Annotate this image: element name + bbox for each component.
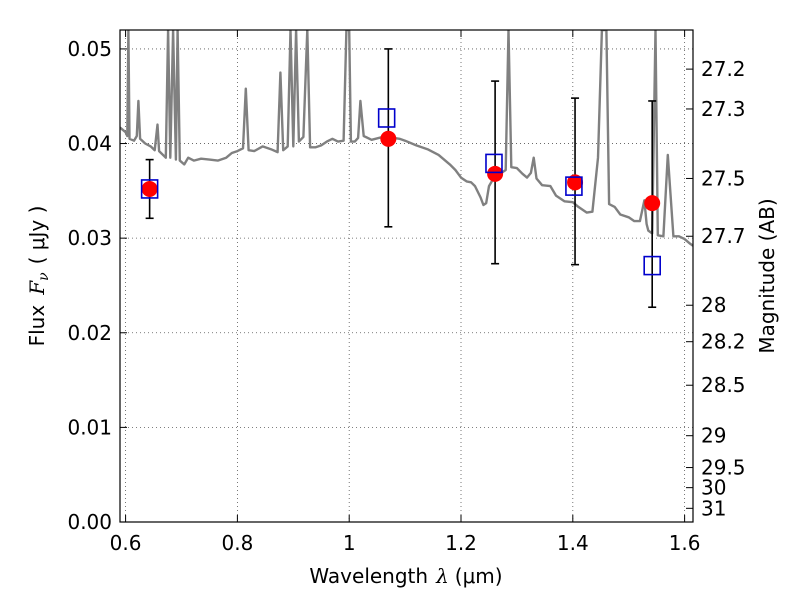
- plot-layer: [120, 30, 693, 309]
- y-axis-label: Flux Fν ( μJy ): [25, 206, 52, 347]
- mag-tick-label: 27.2: [701, 57, 746, 81]
- photometry-point: [380, 130, 397, 147]
- y-axis-symbol: F: [25, 280, 49, 296]
- y-axis-subscript: ν: [36, 272, 52, 281]
- x-axis-label-text: Wavelength: [309, 564, 428, 588]
- x-tick-label: 0.6: [110, 531, 142, 555]
- mag-tick-label: 31: [701, 496, 726, 520]
- photometry-point: [644, 195, 661, 212]
- mag-tick-label: 27.5: [701, 166, 746, 190]
- mag-tick-label: 30: [701, 476, 726, 500]
- mag-tick-label: 28.2: [701, 330, 746, 354]
- x-axis-symbol: λ: [435, 564, 449, 588]
- y-tick-label: 0.04: [67, 132, 112, 156]
- x-axis-unit: (μm): [455, 564, 503, 588]
- x-tick-label: 1.2: [445, 531, 477, 555]
- model-square: [565, 176, 583, 196]
- photometry-point: [567, 174, 584, 191]
- x-axis-label: Wavelength λ (μm): [309, 564, 502, 588]
- y-tick-label: 0.00: [67, 510, 112, 534]
- x-tick-label: 0.8: [221, 531, 253, 555]
- y2-axis-label: Magnitude (AB): [755, 198, 779, 353]
- photometry-point: [487, 165, 504, 182]
- x-tick-label: 1: [343, 531, 356, 555]
- y-axis-label-text: Flux: [25, 305, 49, 347]
- mag-tick-label: 28.5: [701, 373, 746, 397]
- x-tick-label: 1.4: [557, 531, 589, 555]
- y-tick-label: 0.05: [67, 37, 112, 61]
- mag-tick-label: 27.7: [701, 224, 746, 248]
- y-axis-unit: ( μJy ): [25, 206, 49, 265]
- mag-tick-label: 29: [701, 424, 726, 448]
- model-square: [140, 179, 159, 199]
- model-square: [643, 255, 661, 276]
- x-tick-label: 1.6: [669, 531, 701, 555]
- y-tick-label: 0.01: [67, 415, 112, 439]
- mag-tick-label: 28: [701, 293, 726, 317]
- spectrum-line: [120, 30, 693, 247]
- clipped-series: [120, 30, 693, 247]
- model-square: [377, 108, 396, 128]
- mag-tick-label: 29.5: [701, 456, 746, 480]
- mag-tick-label: 27.3: [701, 97, 746, 121]
- photometry-point: [141, 180, 158, 197]
- y-tick-label: 0.02: [67, 321, 112, 345]
- model-square: [485, 153, 503, 174]
- ticks-layer: 0.6 0.8 1 1.2 1.4 1.6 0.00 0.01 0.02 0.03 0.04 0.05…: [67, 30, 746, 555]
- y-tick-label: 0.03: [67, 226, 112, 250]
- plot-frame: [119, 29, 694, 523]
